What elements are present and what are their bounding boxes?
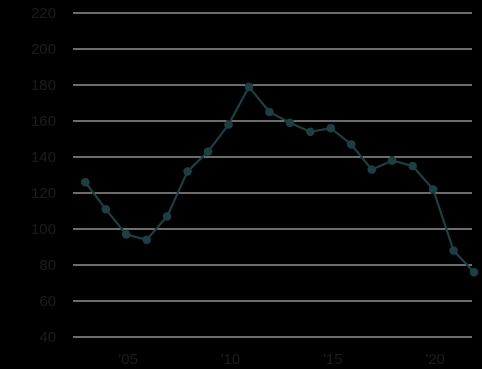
series <box>80 82 479 277</box>
y-axis-tick-labels: 40 60 80 100 120 140 160 180 200 220 <box>31 5 56 346</box>
y-tick-label: 80 <box>39 257 56 274</box>
y-tick-label: 60 <box>39 293 56 310</box>
data-point <box>346 140 356 149</box>
y-tick-label: 140 <box>31 149 56 166</box>
data-point <box>80 177 90 187</box>
data-point <box>224 120 233 129</box>
x-tick-label: '15 <box>323 351 343 368</box>
data-point <box>121 230 131 239</box>
data-point <box>142 235 151 245</box>
data-point <box>183 167 192 176</box>
data-point <box>408 161 417 171</box>
x-tick-label: '20 <box>425 351 445 368</box>
data-point <box>469 267 479 277</box>
data-point <box>306 127 315 137</box>
data-point <box>265 107 274 117</box>
data-point <box>244 82 254 92</box>
series-line <box>84 85 475 273</box>
data-point <box>449 246 458 255</box>
data-point <box>285 118 295 128</box>
data-point <box>203 147 213 156</box>
data-point <box>367 165 377 174</box>
grid-lines <box>73 12 472 338</box>
y-tick-label: 100 <box>31 221 56 238</box>
x-axis-tick-labels: '05 '10 '15 '20 <box>118 351 444 368</box>
data-point <box>326 123 336 133</box>
y-tick-label: 200 <box>31 41 56 58</box>
data-point <box>428 185 438 194</box>
y-tick-label: 180 <box>31 77 56 94</box>
y-tick-label: 120 <box>31 185 56 202</box>
data-point <box>101 204 111 214</box>
x-tick-label: '10 <box>221 351 241 368</box>
x-tick-label: '05 <box>118 351 138 368</box>
y-tick-label: 40 <box>39 329 56 346</box>
y-tick-label: 160 <box>31 113 56 130</box>
data-point <box>162 212 172 221</box>
data-point <box>387 156 397 165</box>
y-tick-label: 220 <box>31 5 56 22</box>
